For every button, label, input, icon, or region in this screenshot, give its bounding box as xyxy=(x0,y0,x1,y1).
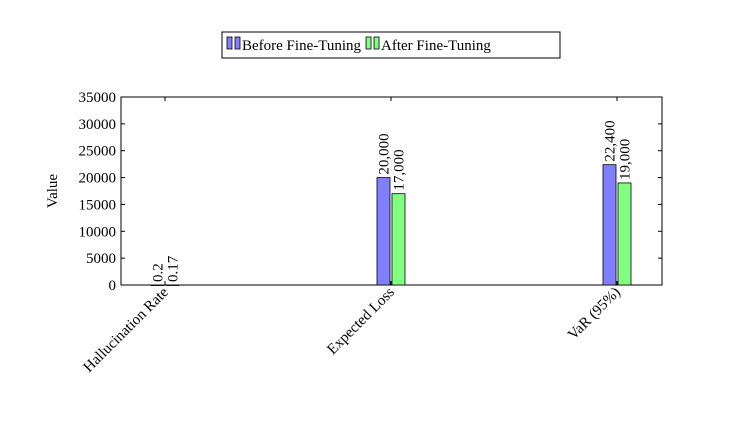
y-tick-label: 5000 xyxy=(86,251,116,267)
bar xyxy=(617,182,632,286)
bar xyxy=(376,177,391,286)
data-label: 22,400 xyxy=(603,120,619,161)
y-tick-label: 35000 xyxy=(79,90,117,106)
x-tick-label: VaR (95%) xyxy=(565,285,624,344)
legend-label: After Fine-Tuning xyxy=(381,38,491,54)
bar xyxy=(165,284,180,286)
y-tick-label: 0 xyxy=(109,278,117,294)
data-label: 17,000 xyxy=(392,149,408,190)
y-tick-label: 10000 xyxy=(79,224,117,240)
bar xyxy=(391,193,406,286)
legend-swatch xyxy=(365,36,372,50)
bar xyxy=(602,164,617,286)
y-tick-label: 20000 xyxy=(79,171,117,187)
data-label: 19,000 xyxy=(618,139,634,180)
y-tick-label: 25000 xyxy=(79,144,117,160)
data-label: 0.2 xyxy=(151,263,167,282)
legend-swatch xyxy=(234,36,241,50)
legend-label: Before Fine-Tuning xyxy=(242,38,362,54)
data-label: 20,000 xyxy=(377,133,393,174)
legend-box xyxy=(221,31,561,59)
bar xyxy=(150,284,165,286)
x-tick-label: Hallucination Rate xyxy=(81,284,172,375)
y-axis-label: Value xyxy=(45,174,61,208)
y-tick-label: 15000 xyxy=(79,197,117,213)
legend-swatch xyxy=(226,36,233,50)
data-label: 0.17 xyxy=(166,255,182,282)
x-tick-label: Expected Loss xyxy=(324,284,398,358)
legend-swatch xyxy=(373,36,380,50)
y-tick-label: 30000 xyxy=(79,117,117,133)
